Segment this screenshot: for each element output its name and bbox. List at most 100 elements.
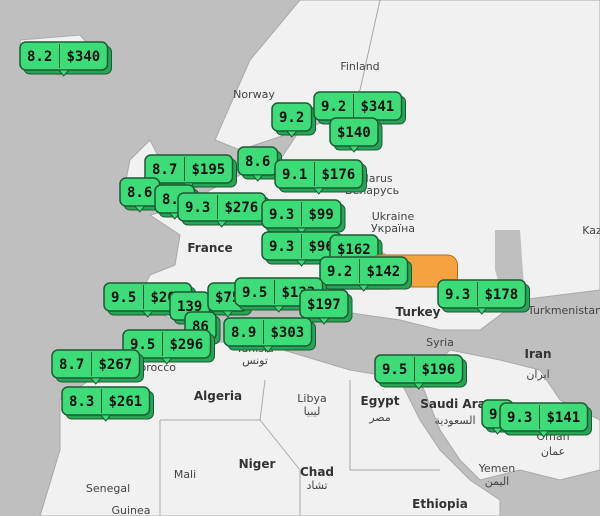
place-label: Turkey [396,305,441,319]
marker-rating: 9.3 [269,207,294,223]
price-marker: 9.3 $276 [177,192,270,228]
price-marker: $140 [329,117,383,153]
marker-rating: 9.3 [507,410,532,426]
marker-price: $162 [337,242,371,258]
marker-pointer [89,377,102,385]
marker-rating: 8.6 [127,185,152,201]
marker-price: $340 [67,49,101,65]
marker-rating: 9.5 [242,285,267,301]
price-marker: 8.7 $267 [51,349,144,385]
marker-price: $195 [192,162,226,178]
marker-rating: 8.9 [231,325,256,341]
marker-rating: 8.6 [245,154,270,170]
marker-price: $267 [99,357,133,373]
marker-rating: 8.7 [152,162,177,178]
marker-rating: 9.2 [327,264,352,280]
borders [159,379,440,516]
marker-price: $341 [361,99,395,115]
place-label: Libya [297,392,326,405]
place-label: Syria [426,336,454,349]
place-label: اليمن [485,475,509,488]
price-marker: 9.3 $99 [261,199,346,235]
marker-price: $142 [367,264,401,280]
price-marker: 9.1 $176 [274,159,367,195]
price-marker: 9.3 $141 [499,402,592,438]
marker-rating: 9.5 [130,337,155,353]
marker-price: $261 [109,394,143,410]
marker-pointer [491,427,504,435]
marker-pointer [221,310,234,318]
price-marker: 9.2 $142 [319,254,458,292]
place-label: مصر [368,411,391,424]
price-marker: 9.5 $196 [374,354,467,390]
place-label: Niger [239,457,276,471]
marker-pointer [251,174,264,182]
price-marker: 9.5 $296 [122,329,215,365]
marker-price: $96 [309,239,334,255]
marker-price: $276 [225,200,259,216]
marker-price: $197 [307,297,341,313]
marker-price: $75 [215,290,240,306]
marker-price: $176 [322,167,356,183]
place-label: Algeria [194,389,242,403]
marker-rating: 8.3 [69,394,94,410]
marker-pointer [99,414,112,422]
marker-pointer [295,259,308,267]
marker-rating: 9.2 [279,110,304,126]
marker-rating: 8.7 [59,357,84,373]
price-marker: 8.3 $261 [61,386,154,422]
place-label: Turkmenistan [527,304,600,317]
place-label: Ethiopia [412,497,468,511]
marker-pointer [537,430,550,438]
price-marker: 9.2 [271,102,316,138]
place-label: France [187,241,232,255]
marker-pointer [133,205,146,213]
marker-rating: 9.1 [282,167,307,183]
place-label: تشاد [306,479,327,492]
place-label: Saudi Ara [420,397,485,411]
marker-pointer [272,305,285,313]
place-label: Finland [340,60,379,73]
marker-pointer [347,145,361,153]
place-label: عمان [541,445,565,458]
marker-rating: 9.5 [111,290,136,306]
marker-pointer [285,130,298,138]
price-marker: 139 [169,291,214,327]
place-label: Україна [371,222,415,235]
place-label: Ukraine [372,210,415,223]
marker-rating: 9.3 [185,200,210,216]
marker-price: $140 [337,125,371,141]
marker-pointer [357,284,370,292]
marker-rating: 9.2 [321,99,346,115]
place-label: Iran [524,347,551,361]
marker-pointer [317,317,331,325]
place-label: Guinea [111,504,150,516]
price-marker: 8.7 $195 [144,154,237,190]
place-label: Kaz [582,224,600,237]
place-label: Chad [300,465,334,479]
marker-price: $296 [170,337,204,353]
place-label: السعودية [434,414,475,427]
marker-rating: 9.3 [445,287,470,303]
place-label: Yemen [478,462,516,475]
place-label: ایران [526,368,549,381]
marker-price: $303 [271,325,305,341]
place-label: Egypt [361,394,400,408]
marker-pointer [160,357,173,365]
price-marker: $197 [299,289,353,325]
marker-pointer [475,307,488,315]
marker-pointer [312,187,325,195]
place-label: Norway [233,88,275,101]
marker-pointer [57,69,70,77]
marker-rating: 8.2 [27,49,52,65]
marker-price: 139 [177,299,202,315]
price-marker: 8.2 $340 [19,41,112,77]
marker-pointer [412,382,425,390]
price-marker: 9.3 $178 [437,279,530,315]
place-label: تونس [242,354,268,367]
marker-price: $99 [309,207,334,223]
marker-price: $178 [485,287,519,303]
price-marker: 8.9 $303 [223,317,316,353]
marker-pointer [295,227,308,235]
